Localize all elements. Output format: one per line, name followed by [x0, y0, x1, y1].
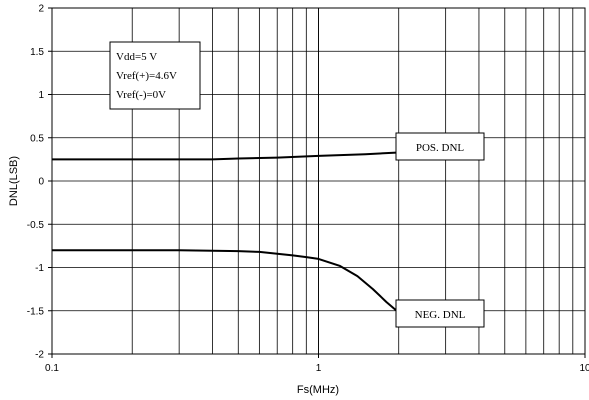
x-tick-labels: 0.1 1 10 — [45, 354, 589, 374]
pos-dnl-callout-box — [395, 132, 485, 161]
y-tick-label: 2 — [38, 4, 44, 15]
neg-dnl-label: NEG. DNL — [415, 309, 466, 321]
y-tick-label: -2 — [35, 350, 44, 361]
conditions-box-frame — [109, 41, 201, 110]
pos-dnl-label: POS. DNL — [416, 142, 465, 154]
y-tick-label: 1.5 — [30, 47, 44, 58]
grid — [52, 8, 585, 354]
pos-dnl-callout: POS. DNL — [395, 132, 485, 161]
x-tick-label: 0.1 — [45, 363, 59, 374]
x-tick-label: 10 — [579, 363, 589, 374]
y-tick-label: -1 — [35, 263, 44, 274]
conditions-box: Vdd=5 V Vref(+)=4.6V Vref(-)=0V — [109, 41, 201, 110]
y-axis-label: DNL(LSB) — [8, 156, 20, 206]
y-tick-labels: 2 1.5 1 0.5 0 -0.5 -1 -1.5 -2 — [27, 4, 52, 361]
pos-dnl-line — [52, 151, 399, 161]
condition-vref-neg: Vref(-)=0V — [116, 89, 166, 101]
y-tick-label: -1.5 — [27, 306, 45, 317]
x-tick-label: 1 — [316, 363, 322, 374]
y-tick-label: 0 — [38, 177, 44, 188]
neg-dnl-callout-box — [395, 299, 485, 328]
y-tick-label: 1 — [38, 90, 44, 101]
y-tick-label: 0.5 — [30, 133, 44, 144]
neg-dnl-line — [52, 249, 400, 314]
condition-vref-pos: Vref(+)=4.6V — [116, 70, 177, 82]
series-lines — [52, 145, 400, 314]
y-tick-label: -0.5 — [27, 220, 45, 231]
neg-dnl-callout: NEG. DNL — [395, 299, 485, 328]
condition-vdd: Vdd=5 V — [116, 51, 157, 63]
x-axis-label: Fs(MHz) — [297, 384, 339, 396]
